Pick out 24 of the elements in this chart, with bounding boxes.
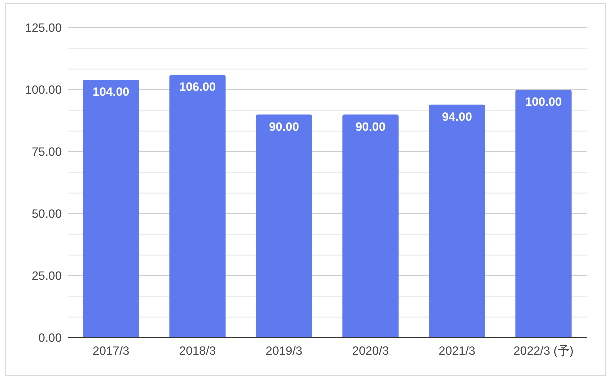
x-tick-label: 2017/3 xyxy=(92,344,130,358)
y-tick-label: 25.00 xyxy=(32,269,62,283)
x-tick-label: 2020/3 xyxy=(352,344,390,358)
x-tick-label: 2019/3 xyxy=(266,344,303,358)
x-tick-label: 2022/3 (予) xyxy=(514,344,574,358)
data-label: 90.00 xyxy=(269,120,300,134)
y-tick-label: 50.00 xyxy=(32,207,62,221)
x-tick-label: 2021/3 xyxy=(438,344,476,358)
y-tick-label: 0.00 xyxy=(38,331,62,345)
bar xyxy=(170,75,226,338)
bar xyxy=(83,80,140,338)
y-tick-label: 125.00 xyxy=(25,21,62,35)
data-label: 90.00 xyxy=(356,120,386,134)
bar xyxy=(516,90,572,338)
data-label: 104.00 xyxy=(92,85,130,100)
y-tick-label: 75.00 xyxy=(32,145,62,159)
x-tick-label: 2018/3 xyxy=(179,344,216,358)
y-tick-label: 100.00 xyxy=(25,83,62,97)
bar xyxy=(429,104,486,338)
bar xyxy=(256,114,312,338)
data-label: 94.00 xyxy=(442,110,473,124)
bar xyxy=(342,114,399,338)
data-label: 106.00 xyxy=(179,80,216,94)
data-label: 100.00 xyxy=(525,95,562,109)
